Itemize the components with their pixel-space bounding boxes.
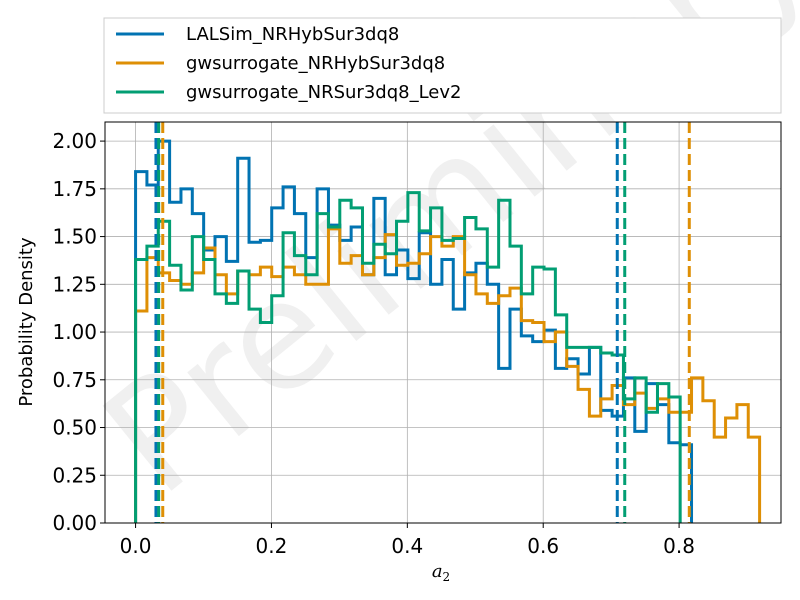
y-axis-label: Probability Density	[16, 237, 37, 407]
x-axis-label-main: a	[432, 561, 443, 582]
y-tick-label: 0.75	[52, 368, 97, 392]
x-axis-label: a2	[432, 561, 450, 584]
y-tick-label: 0.00	[52, 511, 97, 535]
x-axis-label-subscript: 2	[443, 570, 451, 584]
plot-frame	[104, 121, 782, 524]
y-tick-label: 0.25	[52, 463, 97, 487]
histogram-gwsurrogate_NRSur3dq8_Lev2	[134, 191, 682, 523]
y-tick-label: 1.25	[52, 272, 97, 296]
x-tick-label: 0.6	[527, 534, 559, 558]
legend-box	[103, 17, 782, 114]
histogram-LALSim_NRHybSur3dq8	[134, 139, 694, 523]
y-tick-label: 1.75	[52, 177, 97, 201]
y-tick-label: 1.00	[52, 320, 97, 344]
x-tick-label: 0.8	[663, 534, 695, 558]
legend-label: LALSim_NRHybSur3dq8	[186, 24, 399, 45]
legend-label: gwsurrogate_NRHybSur3dq8	[186, 53, 445, 74]
credible-interval-lines	[154, 122, 691, 523]
histogram-series	[134, 139, 762, 523]
y-tick-label: 0.50	[52, 416, 97, 440]
legend: LALSim_NRHybSur3dq8 gwsurrogate_NRHybSur3…	[103, 17, 782, 114]
x-axis-ticks: 0.0 0.2 0.4 0.6 0.8	[120, 523, 695, 558]
x-tick-label: 0.2	[256, 534, 288, 558]
y-axis-ticks: 0.00 0.25 0.50 0.75 1.00 1.25 1.50 1.75 2.00	[52, 129, 105, 535]
x-tick-label: 0.0	[120, 534, 152, 558]
y-tick-label: 1.50	[52, 225, 97, 249]
y-tick-label: 2.00	[52, 129, 97, 153]
legend-label: gwsurrogate_NRSur3dq8_Lev2	[186, 82, 461, 103]
x-tick-label: 0.4	[391, 534, 423, 558]
